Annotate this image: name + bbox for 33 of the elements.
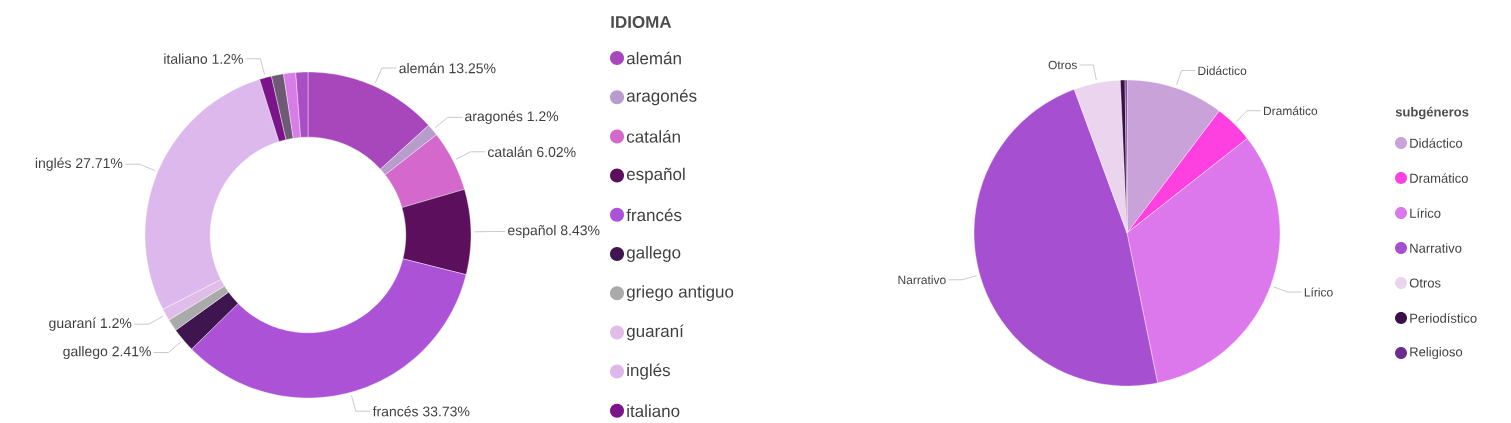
legend-label: Didáctico [1410,138,1463,148]
data-label: inglés 27.71% [35,157,123,171]
legend-label: griego antiguo [626,285,734,302]
legend-title: IDIOMA [611,15,672,29]
data-label: francés 33.73% [372,405,470,417]
legend-label: guaraní [626,324,684,341]
data-label: gallego 2.41% [63,346,151,360]
data-label: Dramático [1264,106,1318,116]
legend-label: Lírico [1410,208,1441,218]
data-label: italiano 1.2% [164,53,243,64]
data-label: Narrativo [898,275,946,285]
data-label: alemán 13.25% [399,62,496,74]
legend-label: aragonés [626,89,697,106]
legend-label: gallego [626,246,681,262]
legend-label: catalán [626,130,680,143]
legend-label: Religioso [1410,346,1463,360]
legend-label: francés [626,208,682,222]
legend-label: Dramático [1410,173,1468,183]
legend-label: alemán [626,51,681,65]
data-label: guaraní 1.2% [49,317,132,331]
data-label: español 8.43% [508,225,600,239]
data-label: Didáctico [1198,66,1247,75]
legend-label: español [626,167,685,184]
data-label: Lírico [1304,287,1333,297]
data-label: aragonés 1.2% [465,110,559,124]
legend-label: Periodístico [1410,313,1477,323]
legend-label: inglés [627,363,670,380]
legend-label: italiano [627,404,680,418]
data-label: Otros [1048,60,1077,70]
legend-title: subgéneros [1395,106,1469,120]
legend-label: Otros [1409,278,1441,288]
data-label: catalán 6.02% [487,146,576,158]
legend-label: Narrativo [1410,243,1462,253]
